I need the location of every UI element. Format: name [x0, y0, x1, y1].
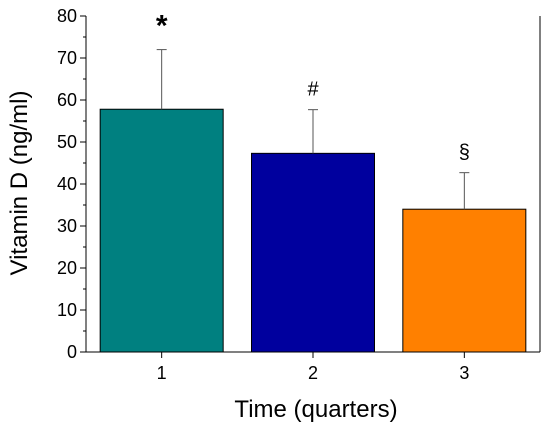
bar-2: [251, 152, 375, 353]
bar-1: [99, 108, 224, 353]
y-tick-label-70: 70: [57, 48, 77, 68]
y-tick-label-0: 0: [67, 342, 77, 362]
annotations-layer: * # §: [156, 10, 470, 164]
y-tick-label-80: 80: [57, 6, 77, 26]
x-tick-label-2: 2: [308, 363, 318, 383]
x-axis-title: Time (quarters): [234, 396, 397, 423]
x-tick-label-1: 1: [157, 363, 167, 383]
y-axis-title: Vitamin D (ng/ml): [6, 91, 33, 276]
y-tick-label-30: 30: [57, 216, 77, 236]
x-tick-label-3: 3: [459, 363, 469, 383]
annotation-2: #: [307, 79, 319, 101]
bar-3: [402, 208, 527, 353]
y-tick-label-10: 10: [57, 300, 77, 320]
y-tick-label-60: 60: [57, 90, 77, 110]
annotation-3: §: [459, 142, 470, 164]
y-tick-label-40: 40: [57, 174, 77, 194]
error-bars-layer: [156, 49, 470, 210]
y-tick-label-20: 20: [57, 258, 77, 278]
y-tick-label-50: 50: [57, 132, 77, 152]
annotation-1: *: [156, 10, 168, 43]
